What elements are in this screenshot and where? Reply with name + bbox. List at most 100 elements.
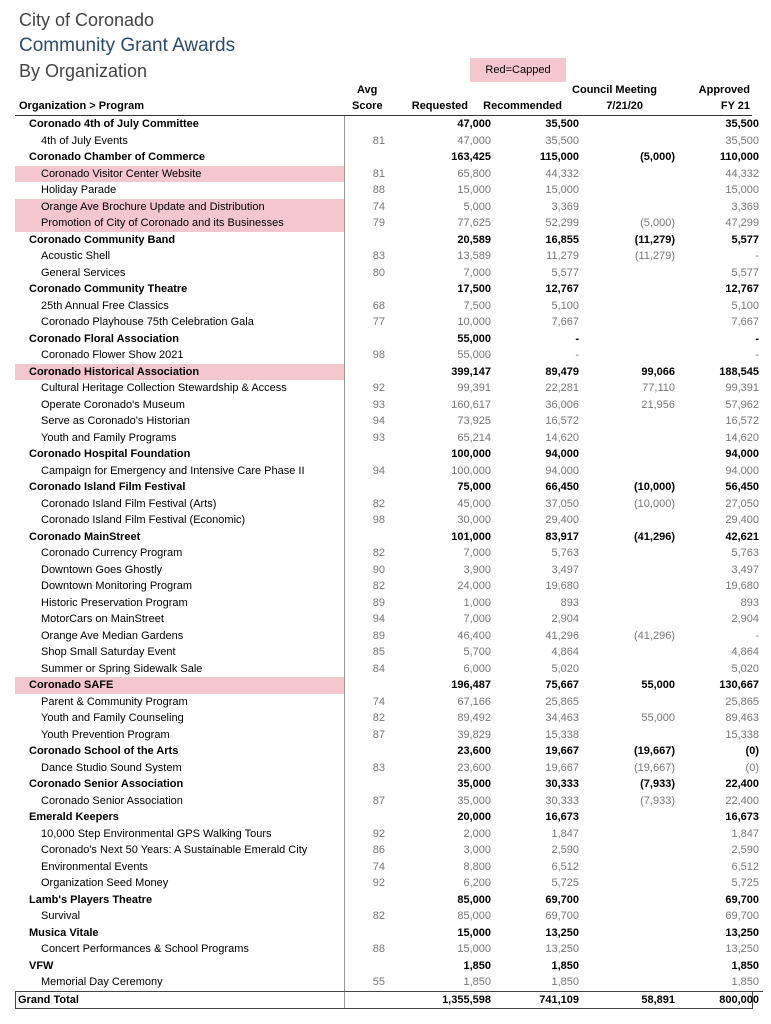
cell-requested: 100,000 <box>451 464 491 477</box>
program-row: Promotion of City of Coronado and its Bu… <box>15 215 763 232</box>
cell-requested: 35,000 <box>457 778 491 791</box>
program-row: Coronado Currency Program 82 7,000 5,763 5,7… <box>15 545 763 562</box>
cell-council <box>585 314 687 331</box>
cell-name: Coronado SAFE <box>15 677 345 694</box>
organization-row: Lamb's Players Theatre 85,000 69,700 69,700 <box>15 891 763 908</box>
cell-score: 81 <box>344 165 399 182</box>
cell-name: Coronado Community Band <box>29 233 176 246</box>
cell-name: Promotion of City of Coronado and its Bu… <box>15 215 345 232</box>
organization-row: Coronado Hospital Foundation 100,000 94,00… <box>15 446 763 463</box>
cell-recommended: 2,904 <box>551 613 579 626</box>
cell-name: Dance Studio Sound System <box>41 761 182 774</box>
cell-name: Coronado School of the Arts <box>29 745 179 758</box>
cell-score: 82 <box>344 710 399 727</box>
cell-score: 89 <box>344 594 399 611</box>
cell-requested: 39,829 <box>457 728 491 741</box>
cell-council <box>585 595 687 612</box>
program-row: Serve as Coronado's Historian 94 73,925 16,… <box>15 413 763 430</box>
cell-name: Acoustic Shell <box>41 250 111 263</box>
cell-requested: 7,000 <box>463 266 491 279</box>
cell-council: (11,279) <box>634 233 675 246</box>
cell-recommended: 3,497 <box>551 563 579 576</box>
cell-requested: 85,000 <box>457 893 491 906</box>
cell-recommended: 69,700 <box>545 910 579 923</box>
report-title: Community Grant Awards <box>19 35 236 56</box>
cell-name: Survival <box>41 910 81 923</box>
program-row: Acoustic Shell 83 13,589 11,279 (11,279) - <box>15 248 763 265</box>
program-row: General Services 80 7,000 5,577 5,577 <box>15 264 763 282</box>
program-row: Coronado Senior Association 87 35,000 30,33… <box>15 792 763 809</box>
cell-score <box>344 446 399 463</box>
cell-requested: 75,000 <box>457 481 491 494</box>
cell-council <box>585 331 687 348</box>
cell-council <box>585 578 687 595</box>
organization-row: Coronado Island Film Festival 75,000 66,45… <box>15 479 763 496</box>
cell-name: Parent & Community Program <box>41 695 188 708</box>
cell-name: Coronado MainStreet <box>29 530 141 543</box>
cell-council: (10,000) <box>634 497 675 510</box>
cell-recommended: 741,109 <box>497 990 585 1008</box>
cell-recommended: 4,864 <box>551 646 579 659</box>
cell-council <box>585 265 687 282</box>
cell-score: 83 <box>344 248 399 265</box>
program-row: Downtown Monitoring Program 82 24,000 19,68… <box>15 578 763 595</box>
cell-council: 99,066 <box>641 365 675 378</box>
cell-score: 94 <box>344 413 399 430</box>
cell-score <box>344 528 399 545</box>
cell-name: Downtown Monitoring Program <box>41 580 193 593</box>
cell-requested: 1,850 <box>463 976 491 989</box>
program-row: Survival 82 85,000 69,700 69,700 <box>15 908 763 925</box>
cell-requested: 13,589 <box>457 250 491 263</box>
cell-recommended: - <box>575 332 579 345</box>
program-row: 4th of July Events 81 47,000 35,500 35,500 <box>15 132 763 149</box>
program-row: Concert Performances & School Programs 88… <box>15 941 763 958</box>
cell-recommended: 30,333 <box>545 794 579 807</box>
cell-name: Coronado's Next 50 Years: A Sustainable … <box>41 844 308 857</box>
cell-recommended: 66,450 <box>545 481 579 494</box>
cell-approved: 57,962 <box>725 398 759 411</box>
cell-name: Youth and Family Programs <box>41 431 177 444</box>
cell-council: 55,000 <box>641 679 675 692</box>
col-council-bottom: 7/21/20 <box>606 100 643 112</box>
cell-name: Shop Small Saturday Event <box>41 646 176 659</box>
cell-approved: 99,391 <box>725 382 759 395</box>
cell-requested: 10,000 <box>457 316 491 329</box>
cell-name: Serve as Coronado's Historian <box>41 415 190 428</box>
cell-score: 92 <box>344 875 399 892</box>
organization-row: Coronado Senior Association 35,000 30,333 (… <box>15 776 763 793</box>
cell-approved: 69,700 <box>725 893 759 906</box>
cell-name: VFW <box>29 959 54 972</box>
cell-requested: 15,000 <box>457 184 491 197</box>
cell-recommended: 6,512 <box>551 860 579 873</box>
cell-score <box>344 990 399 1008</box>
header-rule <box>15 115 752 116</box>
cell-approved: 94,000 <box>725 464 759 477</box>
cell-recommended: 69,700 <box>545 893 579 906</box>
cell-recommended: 15,000 <box>545 184 579 197</box>
cell-name: Coronado Hospital Foundation <box>29 448 191 461</box>
program-row: MotorCars on MainStreet 94 7,000 2,904 2,904 <box>15 611 763 628</box>
cell-score <box>344 891 399 908</box>
cell-requested: 3,900 <box>463 563 491 576</box>
cell-score: 93 <box>344 429 399 446</box>
cell-requested: 7,500 <box>463 299 491 312</box>
cell-recommended: 16,572 <box>545 415 579 428</box>
cell-recommended: 1,850 <box>551 959 579 972</box>
cell-approved: 47,299 <box>725 217 759 230</box>
cell-council: (10,000) <box>634 481 675 494</box>
cell-requested: 24,000 <box>457 580 491 593</box>
cell-approved: 89,463 <box>725 712 759 725</box>
cell-approved: 15,000 <box>725 184 759 197</box>
cell-recommended: 115,000 <box>539 151 579 164</box>
cell-approved: - <box>755 332 759 345</box>
cell-recommended: 83,917 <box>545 530 579 543</box>
cell-requested: 3,000 <box>463 844 491 857</box>
cell-council: 77,110 <box>642 382 675 395</box>
cell-requested: 67,166 <box>457 695 491 708</box>
cell-council <box>585 298 687 315</box>
cell-score: 74 <box>344 858 399 875</box>
program-row: Environmental Events 74 8,800 6,512 6,512 <box>15 858 763 875</box>
cell-requested: 35,000 <box>457 794 491 807</box>
cell-approved: - <box>755 250 759 263</box>
cell-requested: 7,000 <box>463 613 491 626</box>
